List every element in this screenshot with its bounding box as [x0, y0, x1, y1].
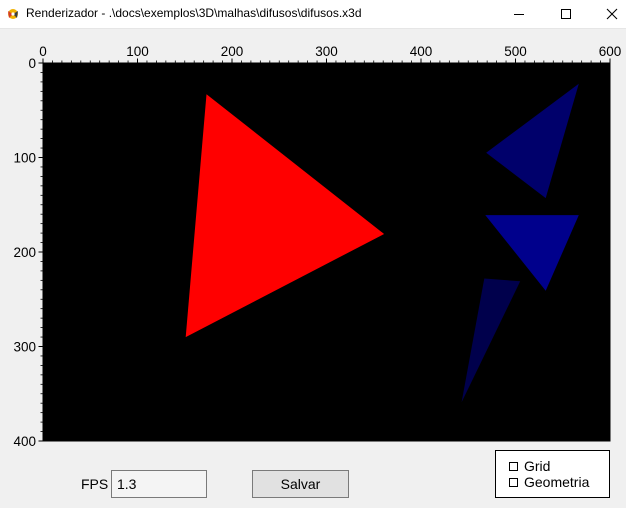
- window-title: Renderizador - .\docs\exemplos\3D\malhas…: [26, 6, 362, 20]
- x-tick-label: 600: [599, 44, 622, 59]
- grid-checkbox[interactable]: Grid: [509, 458, 550, 474]
- render-canvas[interactable]: 0 100 200 300 400 500 600 0 100 200 300 400: [0, 28, 626, 448]
- grid-checkbox-box[interactable]: [509, 461, 518, 471]
- minimize-icon: [514, 14, 524, 15]
- y-tick-label: 200: [13, 245, 36, 260]
- y-tick-label: 100: [13, 151, 36, 166]
- maximize-button[interactable]: [543, 0, 589, 28]
- red-triangle: [185, 94, 385, 338]
- geometry-checkbox-box[interactable]: [509, 477, 518, 487]
- fps-label: FPS: [81, 476, 109, 492]
- options-panel: Grid Geometria: [495, 450, 610, 498]
- renderer-app-icon: [8, 9, 18, 19]
- fps-input[interactable]: [111, 470, 207, 498]
- x-tick-label: 300: [315, 44, 338, 59]
- y-tick-label: 0: [28, 56, 36, 71]
- navy-lower-triangle: [461, 278, 521, 403]
- x-tick-label: 100: [126, 44, 149, 59]
- navy-upper-triangle: [486, 83, 579, 199]
- x-tick-label: 400: [410, 44, 433, 59]
- x-tick-label: 0: [39, 44, 47, 59]
- y-tick-label: 400: [13, 434, 36, 448]
- grid-checkbox-label: Grid: [524, 458, 551, 474]
- title-bar: Renderizador - .\docs\exemplos\3D\malhas…: [0, 0, 626, 29]
- x-tick-label: 500: [504, 44, 527, 59]
- geometry-checkbox[interactable]: Geometria: [509, 474, 589, 490]
- close-icon: [606, 8, 618, 20]
- y-tick-label: 300: [13, 340, 36, 355]
- minimize-button[interactable]: [496, 0, 542, 28]
- save-button[interactable]: Salvar: [252, 470, 349, 498]
- blue-middle-triangle: [485, 215, 579, 291]
- close-button[interactable]: [589, 0, 626, 28]
- x-tick-label: 200: [221, 44, 244, 59]
- maximize-icon: [561, 9, 571, 19]
- geometry-checkbox-label: Geometria: [524, 474, 590, 490]
